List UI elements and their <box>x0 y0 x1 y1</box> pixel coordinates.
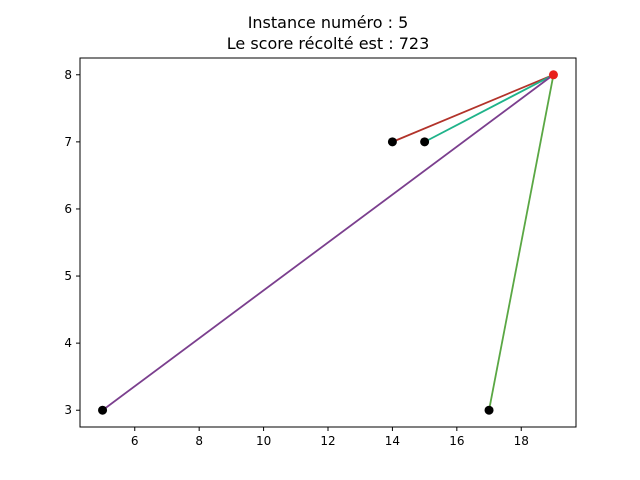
axes-frame <box>79 57 577 428</box>
y-tick-label: 3 <box>64 403 72 417</box>
scatter-point <box>420 137 430 147</box>
scatter-point <box>387 137 397 147</box>
x-tick-label: 12 <box>320 434 335 448</box>
y-tick-label: 4 <box>64 336 72 350</box>
depot-point <box>548 70 558 80</box>
y-tick-label: 7 <box>64 135 72 149</box>
x-tick-label: 14 <box>385 434 400 448</box>
x-tick-label: 10 <box>256 434 271 448</box>
chart-title-line-1: Instance numéro : 5 <box>248 13 409 32</box>
route-segment <box>488 74 555 411</box>
x-tick-label: 18 <box>514 434 529 448</box>
route-segment <box>424 73 554 143</box>
plot-area: 6 8 10 12 14 16 18 3 4 5 6 7 8 <box>64 68 558 448</box>
route-segment <box>102 74 554 411</box>
route-segment <box>392 73 554 143</box>
x-tick-label: 16 <box>449 434 464 448</box>
y-tick-label: 8 <box>64 68 72 82</box>
x-tick-label: 8 <box>195 434 203 448</box>
y-tick-label: 5 <box>64 269 72 283</box>
scatter-point <box>98 405 108 415</box>
scatter-point <box>484 405 494 415</box>
y-tick-label: 6 <box>64 202 72 216</box>
chart-title-line-2: Le score récolté est : 723 <box>227 34 430 53</box>
x-tick-label: 6 <box>131 434 139 448</box>
